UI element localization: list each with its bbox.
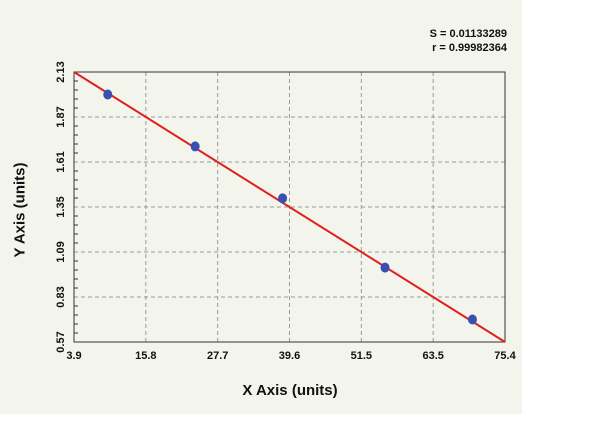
y-tick-label: 2.13 xyxy=(55,61,67,82)
y-tick-label: 1.87 xyxy=(55,106,67,127)
plot-area xyxy=(73,71,506,343)
x-tick-label: 75.4 xyxy=(494,350,516,362)
data-points xyxy=(103,89,477,325)
x-tick-label: 51.5 xyxy=(351,350,372,362)
y-tick-label: 1.35 xyxy=(55,196,67,217)
data-point xyxy=(190,141,200,152)
data-point xyxy=(380,262,390,273)
axis-ticks: 3.9 15.8 27.7 39.6 51.5 63.5 75.4 2.13 1.87 1.61 1… xyxy=(55,61,517,362)
y-tick-label: 1.09 xyxy=(55,241,67,262)
x-tick-label: 63.5 xyxy=(422,350,443,362)
x-axis-label: X Axis (units) xyxy=(242,382,338,399)
x-tick-label: 3.9 xyxy=(66,350,81,362)
stat-s: S = 0.01133289 xyxy=(429,28,507,40)
y-tick-label: 0.83 xyxy=(55,286,67,307)
x-tick-label: 27.7 xyxy=(207,350,228,362)
y-axis-label: Y Axis (units) xyxy=(11,162,29,258)
y-tick-label: 0.57 xyxy=(55,331,67,352)
fit-line xyxy=(73,71,506,343)
x-tick-label: 15.8 xyxy=(135,350,156,362)
data-point xyxy=(278,193,288,204)
data-point xyxy=(103,89,113,100)
stat-r: r = 0.99982364 xyxy=(432,42,507,54)
y-tick-label: 1.61 xyxy=(55,151,67,172)
data-point xyxy=(467,314,477,325)
chart-frame xyxy=(0,0,522,414)
x-tick-label: 39.6 xyxy=(279,350,300,362)
